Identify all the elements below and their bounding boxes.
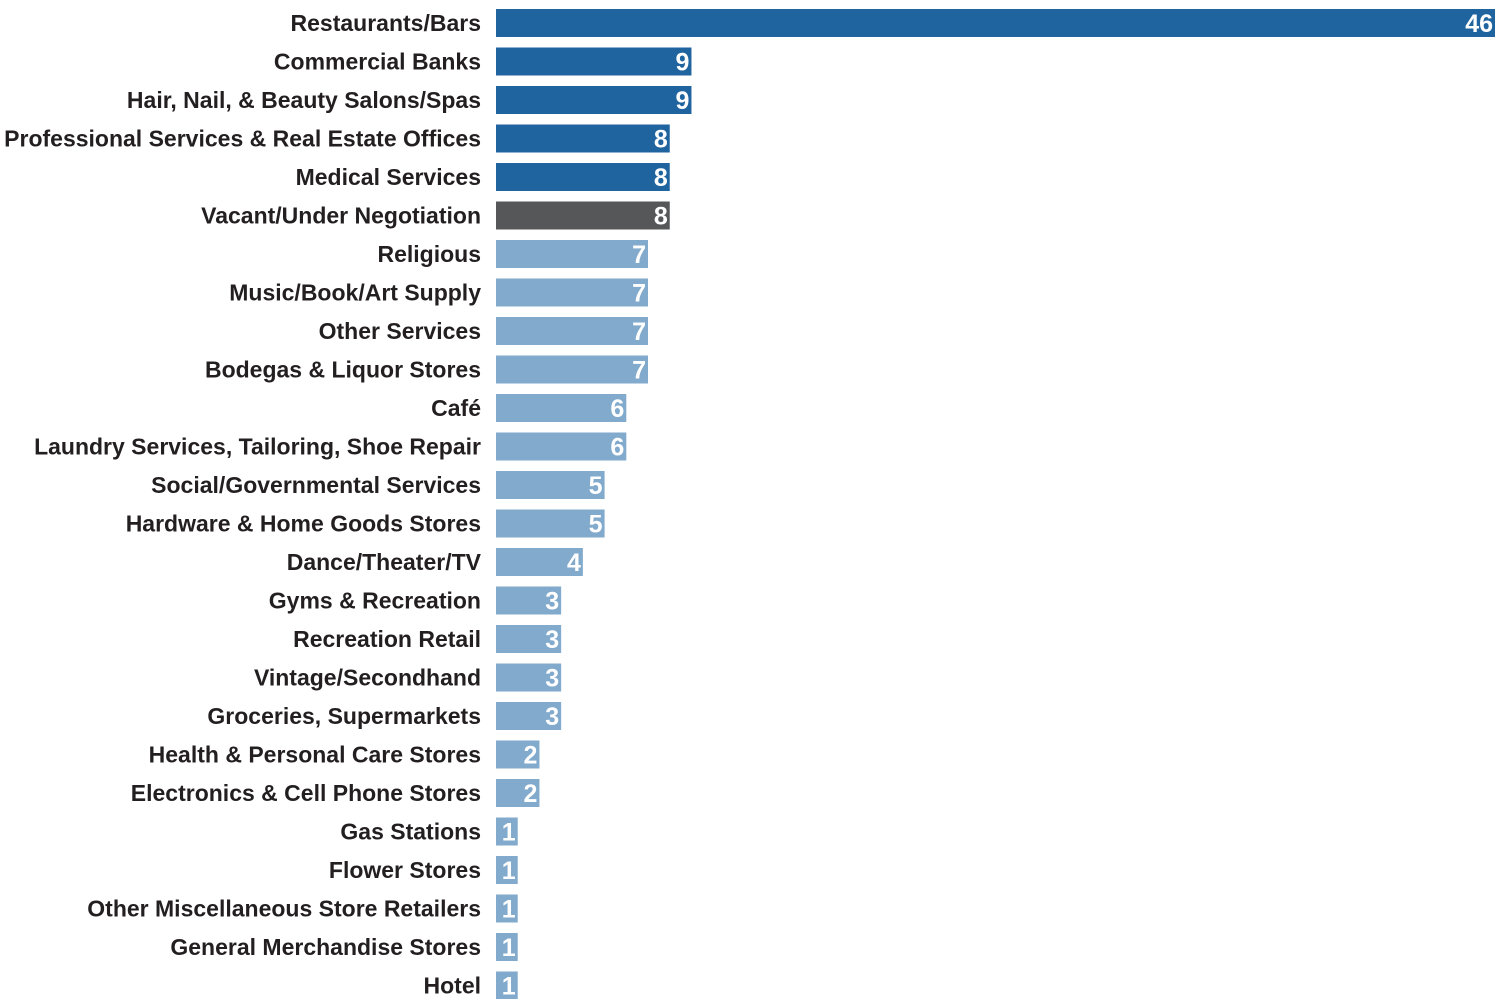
value-label: 2 — [524, 780, 538, 808]
bar — [496, 471, 605, 499]
value-label: 6 — [610, 434, 624, 462]
category-label: Bodegas & Liquor Stores — [205, 357, 481, 383]
category-label: Religious — [377, 241, 481, 267]
category-label: Café — [431, 395, 481, 421]
bar — [496, 201, 670, 230]
bar — [496, 432, 627, 461]
category-label: Commercial Banks — [274, 49, 481, 75]
value-label: 9 — [676, 49, 690, 77]
category-label: Gas Stations — [340, 819, 481, 845]
value-label: 5 — [589, 472, 603, 500]
value-label: 7 — [632, 280, 646, 308]
category-label: Laundry Services, Tailoring, Shoe Repair — [34, 434, 481, 460]
category-label: Groceries, Supermarkets — [207, 703, 481, 729]
category-label: Recreation Retail — [293, 626, 481, 652]
value-label: 8 — [654, 126, 668, 154]
category-label: Other Services — [319, 318, 481, 344]
bar — [496, 663, 562, 692]
bar — [496, 240, 649, 268]
value-label: 7 — [632, 241, 646, 269]
bar — [496, 86, 692, 114]
bar — [496, 9, 1495, 37]
category-label: Gyms & Recreation — [269, 588, 481, 614]
value-label: 3 — [545, 665, 559, 693]
bar — [496, 278, 649, 307]
bar — [496, 817, 518, 846]
category-label: General Merchandise Stores — [170, 934, 481, 960]
bar — [496, 548, 583, 576]
value-label: 3 — [545, 703, 559, 731]
bar — [496, 509, 605, 538]
bar — [496, 702, 562, 730]
bar — [496, 355, 649, 384]
value-label: 8 — [654, 164, 668, 192]
bars — [496, 9, 1495, 1000]
category-label: Dance/Theater/TV — [287, 549, 482, 575]
value-label: 3 — [545, 626, 559, 654]
value-label: 1 — [502, 857, 516, 885]
category-label: Vintage/Secondhand — [254, 665, 481, 691]
value-label: 3 — [545, 588, 559, 616]
category-label: Vacant/Under Negotiation — [201, 203, 481, 229]
category-label: Medical Services — [296, 164, 481, 190]
category-label: Health & Personal Care Stores — [149, 742, 481, 768]
bar — [496, 740, 540, 769]
value-label: 6 — [610, 395, 624, 423]
value-label: 7 — [632, 357, 646, 385]
value-label: 1 — [502, 934, 516, 962]
bar — [496, 971, 518, 1000]
value-label: 1 — [502, 896, 516, 924]
category-label: Electronics & Cell Phone Stores — [131, 780, 481, 806]
bar — [496, 317, 649, 345]
value-label: 7 — [632, 318, 646, 346]
value-label: 1 — [502, 973, 516, 1000]
value-label: 5 — [589, 511, 603, 539]
category-label: Hair, Nail, & Beauty Salons/Spas — [127, 87, 481, 113]
bar — [496, 124, 670, 153]
value-label: 8 — [654, 203, 668, 231]
category-labels: Restaurants/Bars Commercial Banks Hair, Na… — [4, 10, 481, 999]
bar — [496, 625, 562, 653]
bar — [496, 586, 562, 615]
bar — [496, 933, 518, 961]
bar — [496, 394, 627, 422]
value-label: 2 — [524, 742, 538, 770]
value-label: 1 — [502, 819, 516, 847]
category-label: Music/Book/Art Supply — [229, 280, 481, 306]
bar — [496, 163, 670, 191]
bar — [496, 856, 518, 884]
category-label: Restaurants/Bars — [291, 10, 481, 36]
category-label: Flower Stores — [329, 857, 481, 883]
category-label: Hardware & Home Goods Stores — [126, 511, 481, 537]
value-label: 4 — [567, 549, 581, 577]
category-label: Other Miscellaneous Store Retailers — [87, 896, 481, 922]
bar — [496, 894, 518, 923]
bar — [496, 47, 692, 76]
category-label: Social/Governmental Services — [151, 472, 481, 498]
category-label: Hotel — [424, 973, 482, 999]
value-label: 46 — [1465, 10, 1493, 38]
category-label: Professional Services & Real Estate Offi… — [4, 126, 481, 152]
value-label: 9 — [676, 87, 690, 115]
bar — [496, 779, 540, 807]
